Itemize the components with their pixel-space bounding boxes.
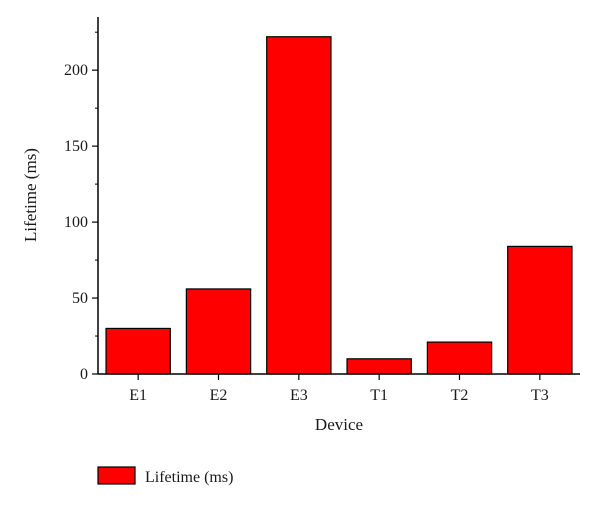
axes-group	[97, 17, 580, 375]
y-tick-label: 150	[64, 138, 88, 155]
bars-group	[105, 36, 573, 375]
bar-e1	[105, 327, 171, 375]
bar-t3	[507, 245, 573, 375]
x-tick-label: T2	[451, 387, 469, 404]
x-tick-label: T3	[531, 387, 549, 404]
bar-e2	[185, 288, 252, 375]
x-tick-label: T1	[370, 387, 388, 404]
legend: Lifetime (ms)	[97, 466, 233, 486]
bar-t1	[346, 358, 412, 375]
y-tick-label: 200	[64, 62, 88, 79]
legend-swatch	[97, 466, 136, 485]
x-tick-label: E1	[129, 387, 147, 404]
y-axis-title: Lifetime (ms)	[21, 148, 40, 242]
y-tick-label: 100	[64, 214, 88, 231]
bar-e3	[266, 36, 332, 375]
bar-t2	[426, 341, 493, 375]
y-ticks-group: 0 50 100 150 200	[64, 31, 98, 383]
x-tick-label: E2	[210, 387, 228, 404]
y-tick-label: 50	[72, 290, 88, 307]
legend-label: Lifetime (ms)	[145, 469, 233, 486]
x-ticks-group: E1 E2 E3 T1 T2 T3	[129, 374, 549, 404]
x-axis-title: Device	[315, 415, 363, 434]
y-tick-label: 0	[80, 366, 88, 383]
x-tick-label: E3	[290, 387, 308, 404]
